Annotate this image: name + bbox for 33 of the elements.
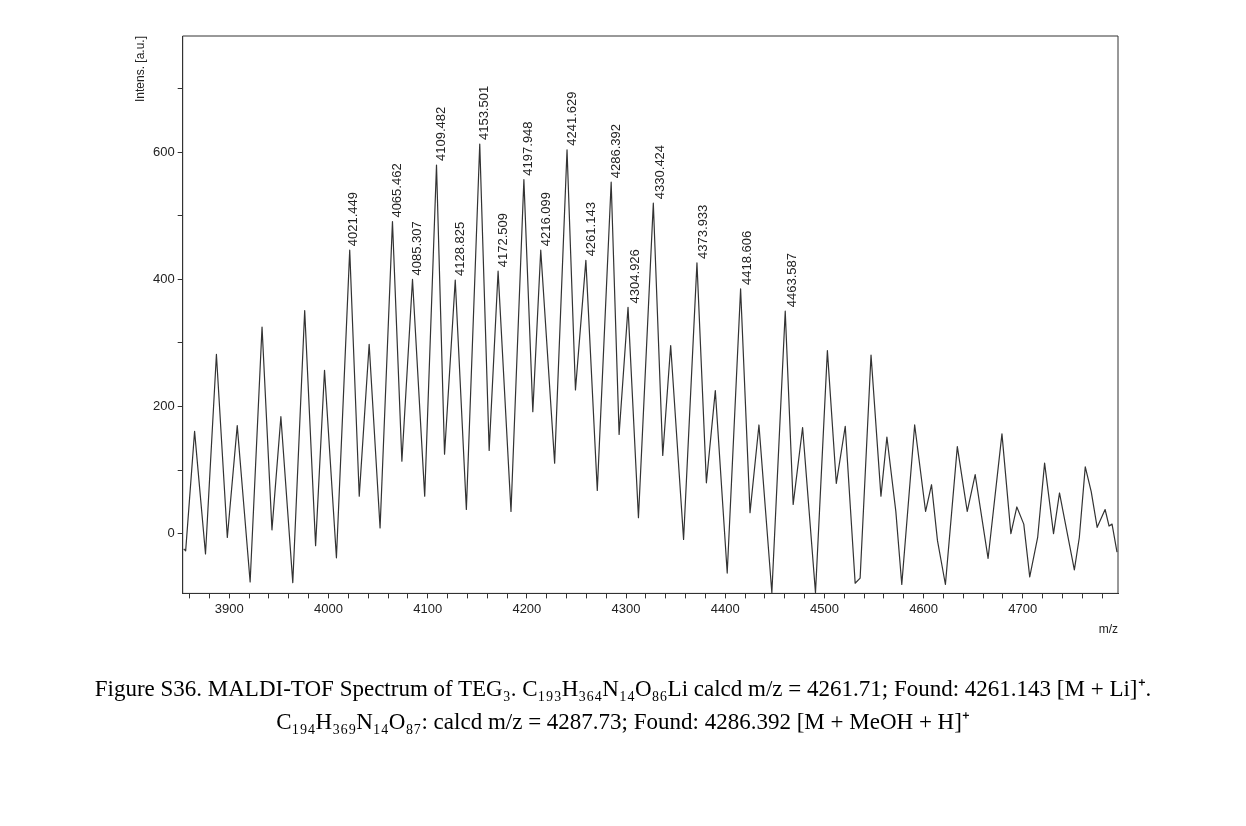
annotation: 4085.307: [408, 221, 424, 276]
annotation: 4261.143: [583, 202, 599, 257]
y-tick-label: 600: [152, 143, 175, 159]
x-tick-label: 4400: [710, 600, 740, 616]
y-axis-title: Intens. [a.u.]: [133, 36, 147, 103]
annotation: 4216.099: [538, 191, 554, 247]
x-tick-label: 4300: [611, 600, 641, 616]
annotation: 4109.482: [432, 106, 448, 162]
annotation: 4304.926: [626, 249, 642, 304]
x-axis-title: m/z: [1098, 621, 1118, 636]
x-tick-label: 4000: [314, 600, 343, 616]
x-tick-label: 4200: [512, 600, 542, 616]
annotation: 4373.933: [694, 204, 710, 259]
annotation: 4021.449: [345, 191, 361, 247]
annotation: 4241.629: [563, 91, 579, 146]
annotation: 4128.825: [451, 221, 467, 277]
x-tick-label: 4600: [909, 600, 939, 616]
x-tick-label: 4700: [1008, 600, 1038, 616]
annotation: 4172.509: [495, 212, 511, 268]
annotation: 4065.462: [389, 163, 404, 218]
annotation: 4197.948: [520, 121, 536, 176]
annotation: 4153.501: [476, 85, 492, 141]
y-tick-label: 0: [167, 525, 175, 541]
x-tick-label: 3900: [214, 600, 244, 616]
caption: Figure S36. MALDI-TOF Spectrum of TEG₃. C₁₉₃H₃₆₄N₁₄O₈₆Li calcd m/z = 4261.71; Found: 4261.143 [M + Li]⁺. C₁₉₄H₃₆₉N₁₄O₈₇: calcd m/z = 4287.73; Found: 4286.392 [M + MeOH + H]⁺: [93, 675, 1153, 736]
annotation: 4286.392: [608, 123, 624, 179]
annotation: 4418.606: [739, 230, 755, 285]
y-tick-label: 200: [152, 398, 175, 414]
y-tick-label: 400: [152, 271, 175, 286]
annotation: 4463.587: [783, 252, 799, 308]
annotation: 4330.424: [651, 144, 667, 200]
x-tick-label: 4100: [413, 600, 443, 616]
x-tick-label: 4500: [809, 600, 839, 616]
